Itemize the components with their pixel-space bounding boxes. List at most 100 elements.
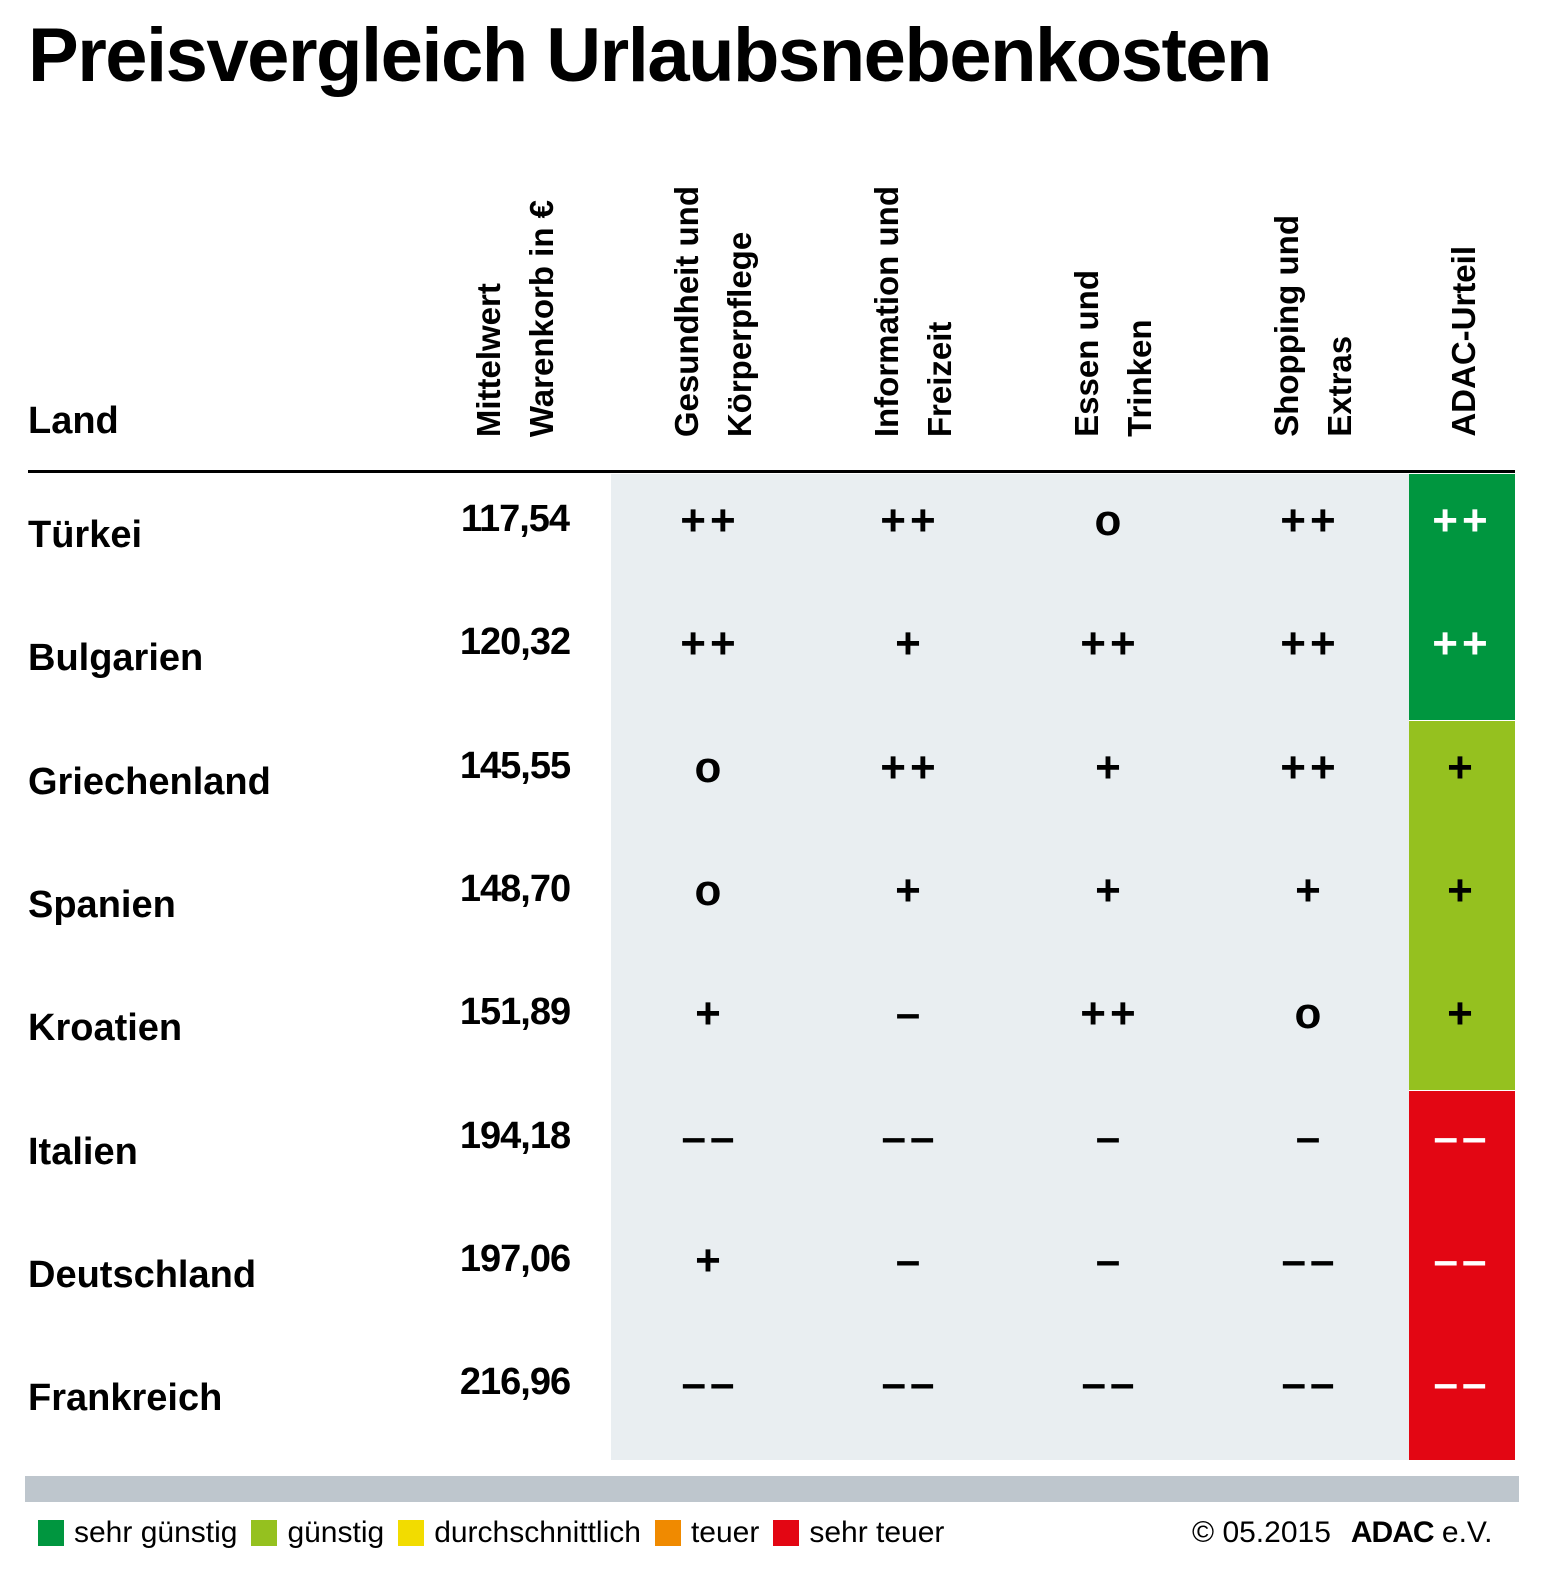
column-header-line: ADAC-Urteil	[1445, 246, 1482, 437]
legend-swatch	[251, 1520, 278, 1546]
column-header: Essen und Trinken	[1060, 270, 1166, 437]
adac-verdict-cell: ++	[1409, 474, 1515, 597]
country-name: Italien	[28, 1130, 138, 1173]
rating-cell: +	[1095, 865, 1125, 915]
country-name: Bulgarien	[28, 637, 204, 680]
rating-cell: –	[1095, 1112, 1125, 1162]
verdict-value: ––	[1433, 1235, 1491, 1285]
country-name: Frankreich	[28, 1377, 223, 1420]
rating-cell: +	[895, 865, 925, 915]
rating-cell: +	[895, 619, 925, 669]
legend-item: sehr günstig	[38, 1516, 237, 1550]
country-name: Türkei	[28, 514, 143, 556]
legend-item: sehr teuer	[773, 1516, 944, 1550]
column-header: Information und Freizeit	[860, 186, 966, 437]
country-name: Spanien	[28, 883, 176, 926]
adac-verdict-cell: ++	[1409, 597, 1515, 721]
rating-cell: ––	[1081, 1359, 1139, 1409]
basket-value: 197,06	[459, 1237, 571, 1280]
rating-cell: ––	[1281, 1235, 1339, 1285]
column-header: Gesundheit und Körperpflege	[660, 186, 766, 437]
column-header: ADAC-Urteil	[1437, 246, 1490, 437]
adac-verdict-cell: ––	[1409, 1337, 1515, 1461]
rating-cell: ++	[1280, 619, 1340, 669]
footer-bar	[25, 1476, 1519, 1502]
legend-label: günstig	[287, 1516, 385, 1549]
adac-verdict-cell: +	[1409, 843, 1515, 967]
rating-cell: ––	[881, 1359, 939, 1409]
rating-cell: ++	[880, 742, 940, 792]
verdict-value: +	[1447, 742, 1477, 792]
adac-verdict-cell: +	[1409, 967, 1515, 1091]
header-rule	[28, 470, 1515, 473]
adac-verdict-cell: +	[1409, 720, 1515, 844]
copyright: © 05.2015 ADAC e.V.	[1192, 1516, 1493, 1550]
legend-label: sehr teuer	[809, 1516, 945, 1549]
rating-cell: –	[1095, 1235, 1125, 1285]
legend-label: sehr günstig	[74, 1516, 238, 1549]
header-land: Land	[28, 400, 119, 442]
legend-swatch	[38, 1520, 64, 1546]
rating-cell: +	[1095, 742, 1125, 792]
rating-cell: –	[1295, 1112, 1325, 1162]
legend-item: teuer	[654, 1516, 759, 1550]
rating-cell: ++	[680, 619, 740, 669]
basket-value: 148,70	[459, 867, 571, 910]
rating-cell: +	[695, 1235, 725, 1285]
rating-cell: –	[895, 1235, 925, 1285]
table-row: Frankreich 216,96 –– –– –– –– ––	[0, 1337, 1552, 1461]
verdict-value: ––	[1433, 1112, 1491, 1162]
rating-cell: o	[694, 865, 726, 915]
adac-verdict-cell: ––	[1409, 1090, 1515, 1214]
rating-cell: ––	[1281, 1359, 1339, 1409]
adac-logo: ADAC	[1350, 1516, 1435, 1549]
table-row: Spanien 148,70 o + + + +	[0, 843, 1552, 967]
adac-verdict-cell: ––	[1409, 1213, 1515, 1337]
table-row: Griechenland 145,55 o ++ + ++ +	[0, 720, 1552, 844]
page-title: Preisvergleich Urlaubsnebenkosten	[28, 13, 1272, 98]
table-row: Italien 194,18 –– –– – – ––	[0, 1090, 1552, 1214]
rating-cell: ++	[1080, 989, 1140, 1039]
rating-cell: ++	[880, 496, 940, 545]
column-header-line: Gesundheit und	[668, 185, 705, 437]
rating-cell: o	[1094, 496, 1126, 545]
rating-cell: ––	[881, 1112, 939, 1162]
rating-cell: –	[895, 989, 925, 1039]
verdict-value: +	[1447, 865, 1477, 915]
column-header-line: Information und	[868, 185, 905, 437]
legend-label: durchschnittlich	[434, 1516, 641, 1549]
rating-cell: o	[1294, 989, 1326, 1039]
rating-cell: ++	[1280, 742, 1340, 792]
rating-cell: o	[694, 742, 726, 792]
basket-value: 151,89	[459, 991, 571, 1034]
table-row: Kroatien 151,89 + – ++ o +	[0, 967, 1552, 1091]
verdict-value: ––	[1433, 1359, 1491, 1409]
basket-value: 145,55	[459, 744, 571, 787]
verdict-value: ++	[1432, 496, 1492, 545]
country-name: Deutschland	[28, 1253, 257, 1296]
verdict-value: ++	[1432, 619, 1492, 669]
rating-cell: ––	[681, 1112, 739, 1162]
table-row: Türkei 117,54 ++ ++ o ++ ++	[0, 474, 1552, 597]
legend-item: durchschnittlich	[398, 1516, 641, 1550]
legend-item: günstig	[251, 1516, 384, 1550]
rating-cell: +	[695, 989, 725, 1039]
rating-cell: ++	[1080, 619, 1140, 669]
table-row: Bulgarien 120,32 ++ + ++ ++ ++	[0, 597, 1552, 721]
legend-swatch	[398, 1520, 425, 1546]
column-header: Mittelwert Warenkorb in €	[462, 200, 568, 437]
column-header-line: Essen und	[1068, 270, 1105, 437]
copyright-date: © 05.2015	[1192, 1516, 1331, 1549]
brand-suffix: e.V.	[1441, 1516, 1493, 1549]
legend-swatch	[773, 1520, 800, 1546]
column-header: Shopping und Extras	[1260, 215, 1366, 437]
column-header-line: Extras	[1321, 336, 1358, 437]
column-header-line: Warenkorb in €	[523, 199, 560, 437]
rating-cell: ++	[1280, 496, 1340, 545]
country-name: Griechenland	[28, 760, 271, 803]
basket-value: 194,18	[459, 1114, 571, 1157]
basket-value: 120,32	[459, 621, 571, 664]
column-header-line: Körperpflege	[721, 231, 758, 437]
ratings-background	[611, 474, 1409, 1460]
column-header-line: Mittelwert	[470, 282, 507, 437]
